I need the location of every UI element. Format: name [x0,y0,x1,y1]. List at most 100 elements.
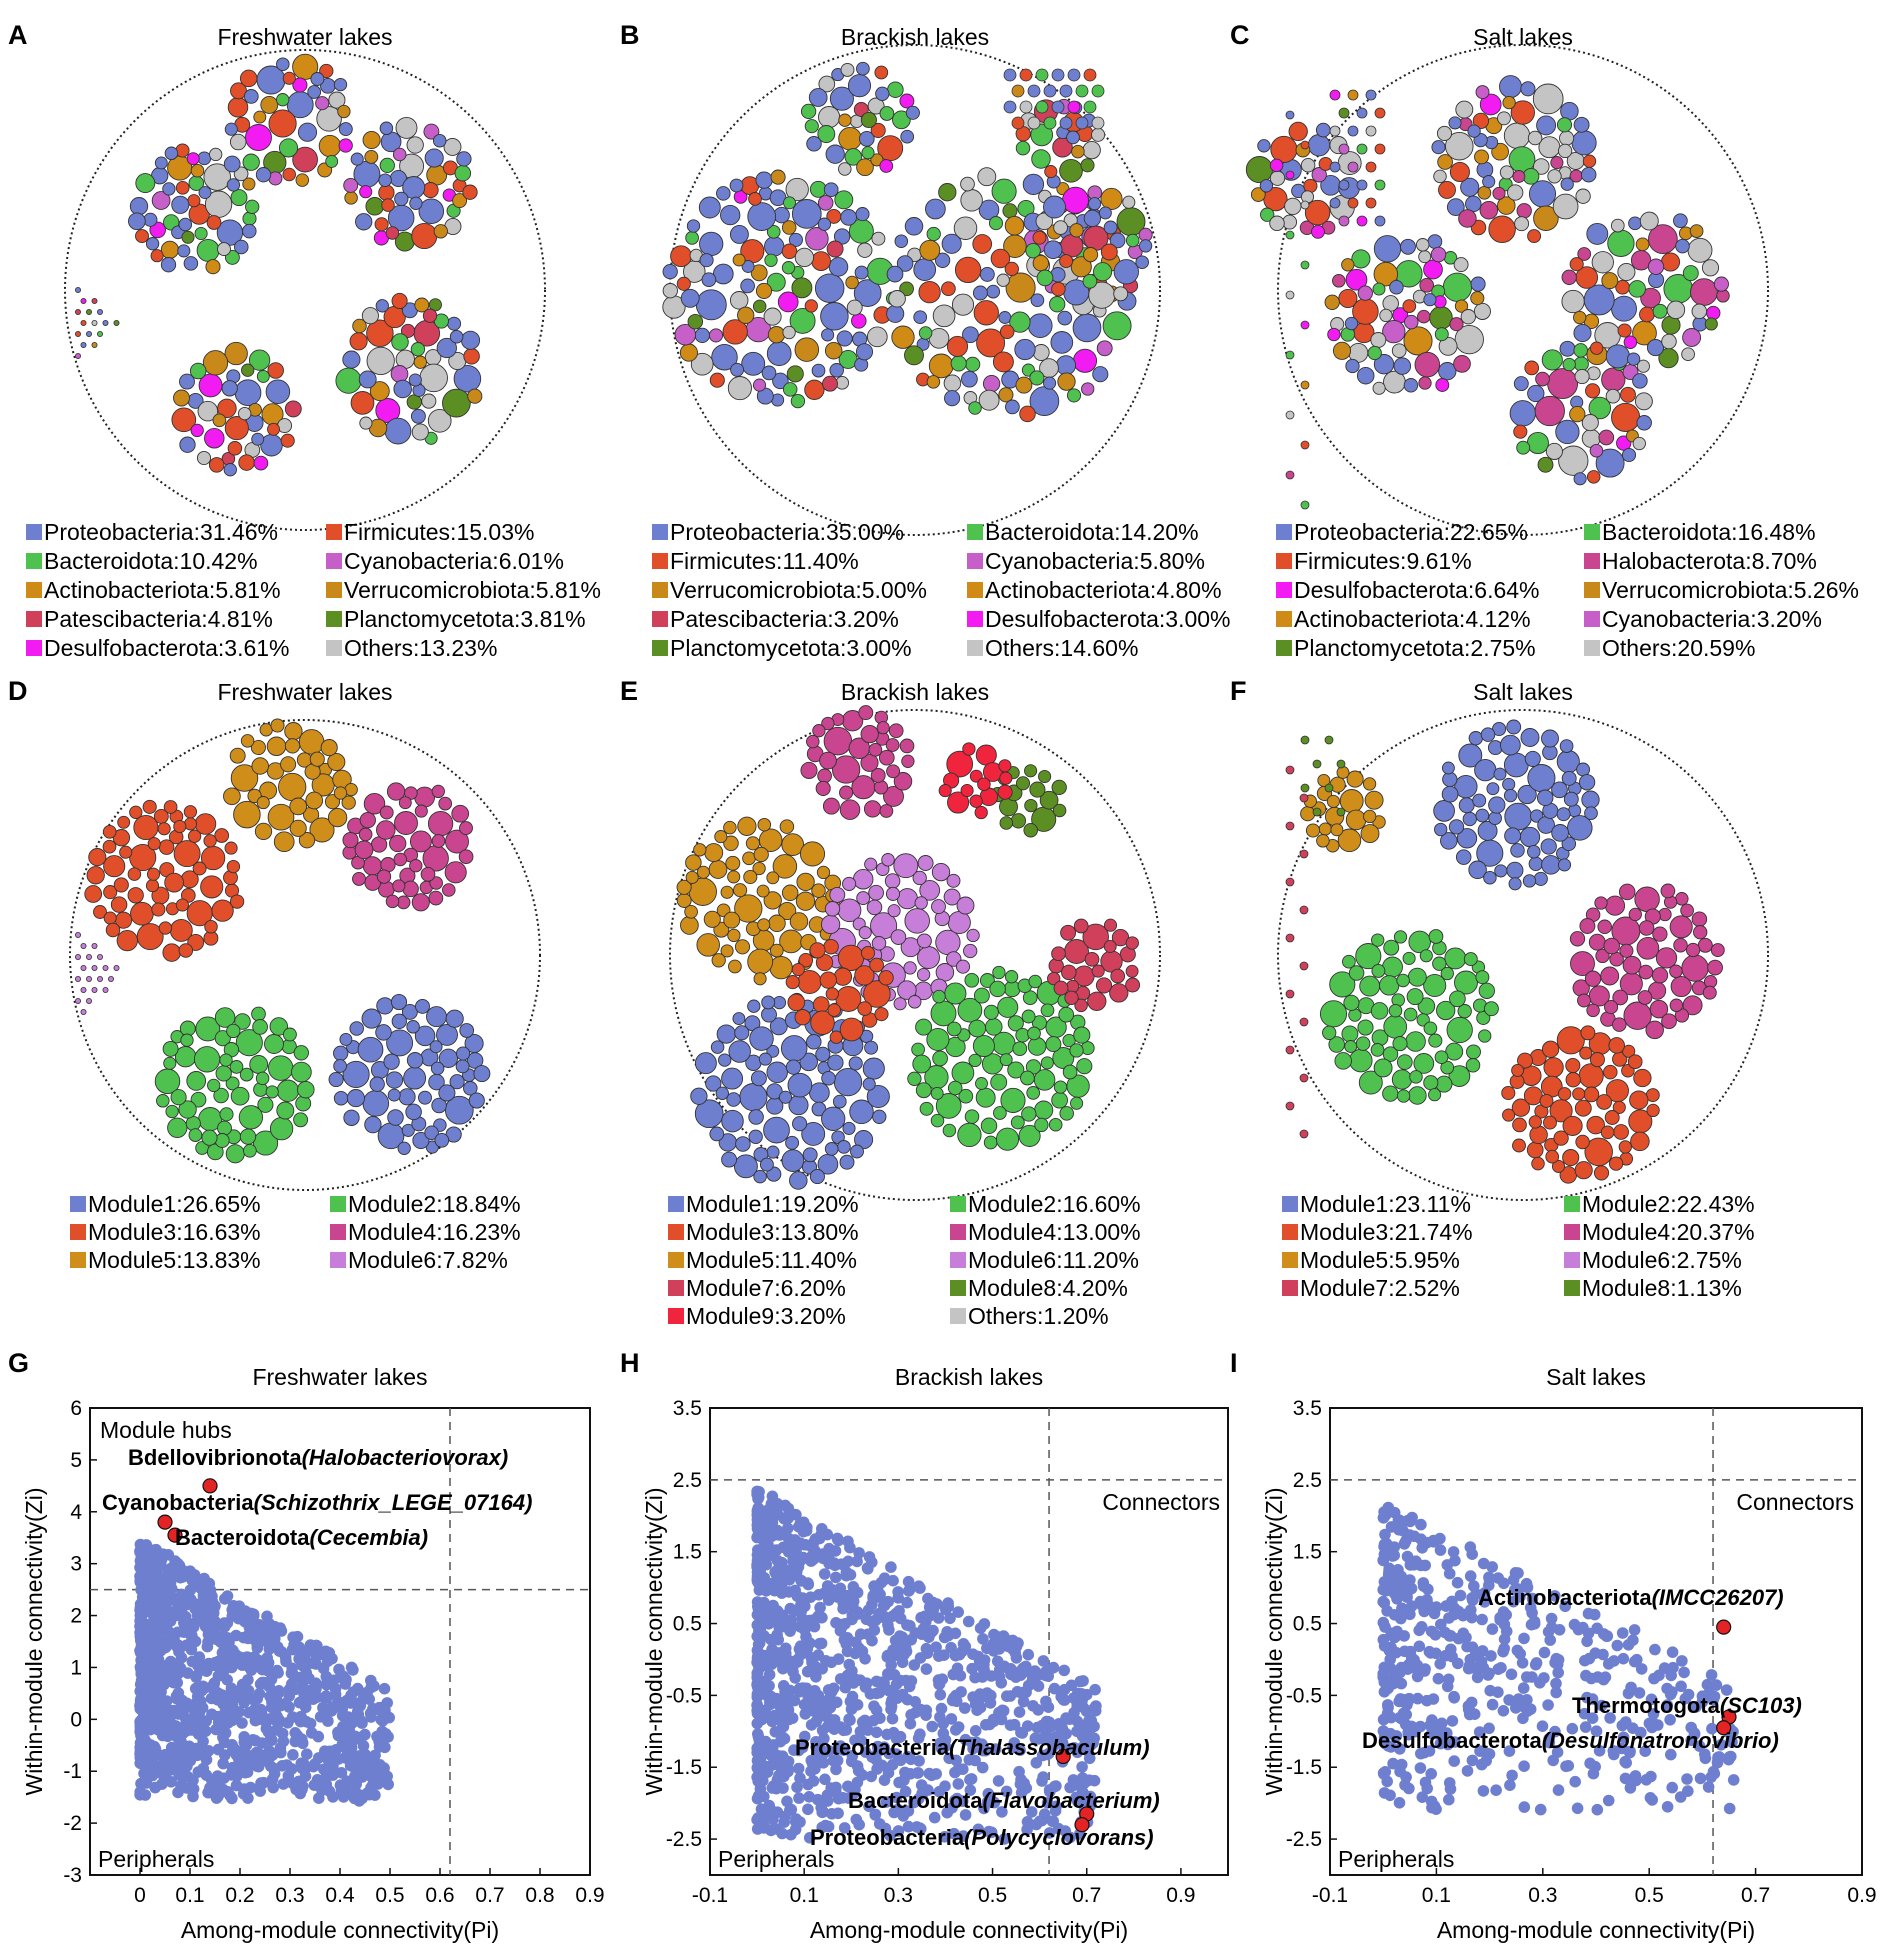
node-point [851,1699,864,1711]
network-node [1048,1117,1063,1132]
network-node [837,1140,851,1154]
network-node [732,1012,746,1026]
network-node [846,299,863,316]
node-point [1395,1612,1407,1625]
panel-letter-D: D [8,676,28,706]
network-node [1626,352,1641,366]
network-node [919,879,941,901]
network-node [858,130,875,147]
network-node [1305,823,1321,838]
node-point [241,1690,254,1702]
network-node [179,373,195,390]
network-node [815,953,834,972]
network-node [1488,811,1502,826]
network-node [1596,1094,1612,1110]
node-point [1380,1577,1393,1589]
network-node [350,152,364,166]
node-point [773,1655,785,1668]
network-node [376,869,392,884]
network-node [998,311,1012,324]
network-node [103,911,117,925]
network-node [1580,1025,1596,1041]
network-node [1458,797,1475,814]
network-node [1300,735,1310,745]
node-point [287,1749,299,1761]
node-point [1382,1701,1394,1714]
network-node [792,1116,808,1132]
network-node [204,427,225,449]
network-node [749,1026,774,1051]
network-node [1504,802,1533,831]
node-point [993,1706,1005,1719]
legend-swatch [1282,1280,1298,1296]
legend-label: Firmicutes:11.40% [670,548,859,574]
network-node [874,1007,889,1022]
node-point [369,1762,382,1774]
network-node [1035,212,1054,231]
network-node [1428,929,1444,944]
network-node [378,184,395,201]
node-point [1504,1779,1516,1791]
node-point [892,1586,904,1598]
node-point [923,1601,936,1613]
network-node [780,1035,808,1062]
network-node [1022,173,1045,196]
network-node [1581,414,1599,432]
network-node [819,751,837,770]
network-node [730,362,745,377]
legend-label: Module5:5.95% [1300,1247,1460,1273]
y-axis-label: Within-module connectivity(Zi) [21,1487,47,1795]
node-point [1506,1769,1518,1782]
network-node [1071,144,1085,159]
node-point [926,1720,938,1733]
node-point [914,1652,927,1664]
node-point [842,1555,854,1568]
node-point [134,1786,146,1798]
node-point [870,1675,883,1688]
network-node [178,943,194,958]
network-node [983,1004,999,1020]
panel-letter-H: H [620,1348,640,1378]
network-node [998,387,1014,403]
network-node [1391,1069,1413,1090]
node-point [1432,1672,1445,1685]
network-node [1382,319,1406,344]
network-node [789,307,816,334]
network-node [982,374,1001,393]
network-node [1467,124,1481,138]
network-node [1449,161,1470,183]
network-node [309,751,325,767]
legend-label: Module2:18.84% [348,1191,521,1217]
network-node [1250,187,1266,202]
node-point [904,1620,916,1632]
network-node [978,389,1000,411]
network-node [1517,1052,1533,1069]
node-point [878,1774,891,1786]
y-tick-label: 4 [70,1501,82,1524]
network-node [795,891,816,911]
node-point [219,1593,231,1605]
network-node [212,413,227,428]
network-node [411,423,429,441]
node-point [1377,1554,1389,1567]
node-point [1090,1700,1102,1712]
legend-label: Actinobacteriota:4.12% [1294,606,1531,632]
network-node [103,855,126,878]
network-node [145,879,160,893]
node-point [149,1781,161,1794]
network-node [1509,400,1536,427]
network-node [711,343,738,371]
network-node [1407,967,1427,987]
node-point [1443,1793,1455,1806]
node-point [179,1712,192,1724]
highlight-phylum: Cyanobacteria [102,1490,254,1515]
node-point [1483,1667,1495,1680]
network-node [1634,886,1660,913]
node-point [799,1708,812,1720]
network-node [723,911,741,929]
legend-swatch [1282,1252,1298,1268]
legend-label: Others:20.59% [1602,635,1755,661]
network-node [1059,1106,1074,1121]
network-node [1285,230,1295,240]
